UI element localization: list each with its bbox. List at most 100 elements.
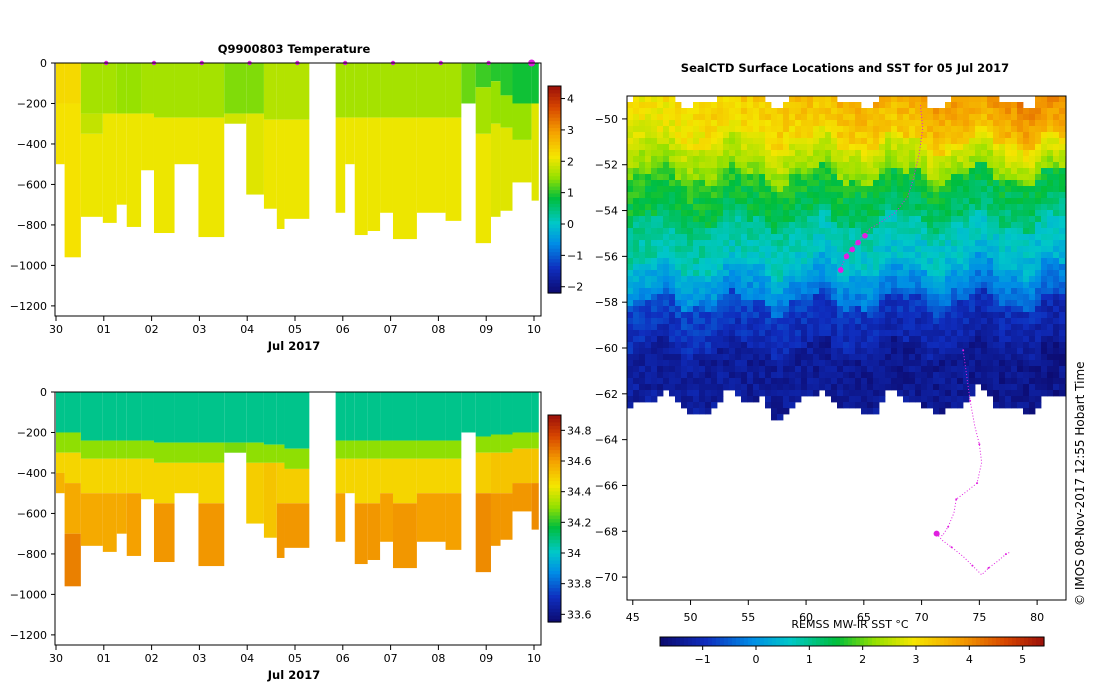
sst-cell xyxy=(987,270,994,277)
sst-cell xyxy=(1005,312,1012,319)
sst-cell xyxy=(1047,276,1054,283)
sst-cell xyxy=(729,288,736,295)
sst-cell xyxy=(885,156,892,163)
colorbar-tick-label: 34.6 xyxy=(567,455,592,468)
sst-cell xyxy=(717,390,724,397)
sst-cell xyxy=(741,300,748,307)
sst-cell xyxy=(945,174,952,181)
colorbar-swatch xyxy=(548,130,561,135)
sst-cell xyxy=(675,210,682,217)
sst-cell xyxy=(789,324,796,331)
sst-cell xyxy=(849,156,856,163)
sst-cell xyxy=(849,336,856,343)
sst-cell xyxy=(1047,126,1054,133)
sst-cell xyxy=(729,258,736,265)
sst-cell xyxy=(795,396,802,403)
sst-cell xyxy=(1059,204,1066,211)
sst-cell xyxy=(1035,330,1042,337)
sst-cell xyxy=(699,162,706,169)
sst-cell xyxy=(789,210,796,217)
sst-cell xyxy=(957,402,964,409)
section-cell xyxy=(380,458,393,494)
sst-cell xyxy=(1029,342,1036,349)
lon-tick-label: 70 xyxy=(915,611,929,624)
sst-cell xyxy=(831,336,838,343)
sst-cell xyxy=(957,318,964,325)
sst-cell xyxy=(951,126,958,133)
sst-cell xyxy=(837,354,844,361)
sst-cell xyxy=(807,168,814,175)
sst-cell xyxy=(633,216,640,223)
sst-cell xyxy=(699,132,706,139)
sst-cell xyxy=(915,138,922,145)
sst-cell xyxy=(915,264,922,271)
sst-cell xyxy=(927,192,934,199)
sst-cell xyxy=(1005,336,1012,343)
sst-cell xyxy=(819,168,826,175)
sst-cell xyxy=(639,132,646,139)
sst-cell xyxy=(645,204,652,211)
sst-cell xyxy=(729,240,736,247)
sst-cell xyxy=(855,348,862,355)
sst-cell xyxy=(957,168,964,175)
sst-cell xyxy=(1011,324,1018,331)
sst-cell xyxy=(627,246,634,253)
sst-cell xyxy=(699,264,706,271)
sst-cell xyxy=(873,276,880,283)
sst-cell xyxy=(693,330,700,337)
sst-cell xyxy=(681,348,688,355)
sst-cell xyxy=(741,102,748,109)
sst-cell xyxy=(669,348,676,355)
sst-cell xyxy=(627,192,634,199)
sst-cell xyxy=(639,198,646,205)
sst-cell xyxy=(675,390,682,397)
sst-cell xyxy=(831,186,838,193)
sst-cell xyxy=(783,252,790,259)
sst-cell xyxy=(879,360,886,367)
sst-cell xyxy=(1035,324,1042,331)
colorbar-swatch xyxy=(548,501,561,506)
section-cell xyxy=(380,493,393,542)
sst-cell xyxy=(681,390,688,397)
sst-cell xyxy=(867,114,874,121)
colorbar-swatch xyxy=(548,580,561,585)
sst-cell xyxy=(975,96,982,103)
sst-cell xyxy=(663,348,670,355)
sst-cell xyxy=(1059,336,1066,343)
sst-cell xyxy=(1011,198,1018,205)
sst-cell xyxy=(993,354,1000,361)
section-cell xyxy=(198,392,225,443)
sst-cell xyxy=(657,240,664,247)
sst-cell xyxy=(891,288,898,295)
colorbar-swatch xyxy=(968,637,973,646)
sst-cell xyxy=(723,138,730,145)
sst-cell xyxy=(741,144,748,151)
sst-cell xyxy=(771,360,778,367)
sst-cell xyxy=(1029,396,1036,403)
sst-cell xyxy=(777,138,784,145)
sst-cell xyxy=(801,132,808,139)
sst-cell xyxy=(837,144,844,151)
sst-cell xyxy=(807,294,814,301)
sst-cell xyxy=(759,192,766,199)
sst-cell xyxy=(639,384,646,391)
sst-cell xyxy=(1041,138,1048,145)
sst-cell xyxy=(1011,228,1018,235)
sst-cell xyxy=(639,258,646,265)
sst-cell xyxy=(981,174,988,181)
sst-cell xyxy=(837,192,844,199)
sst-cell xyxy=(927,186,934,193)
sst-cell xyxy=(723,384,730,391)
sst-cell xyxy=(789,216,796,223)
sst-cell xyxy=(711,204,718,211)
sst-cell xyxy=(777,300,784,307)
sst-cell xyxy=(873,252,880,259)
sst-cell xyxy=(999,132,1006,139)
sst-cell xyxy=(849,372,856,379)
sst-cell xyxy=(831,168,838,175)
sst-cell xyxy=(717,126,724,133)
sst-cell xyxy=(765,300,772,307)
sst-cell xyxy=(645,240,652,247)
sst-cell xyxy=(1005,246,1012,253)
